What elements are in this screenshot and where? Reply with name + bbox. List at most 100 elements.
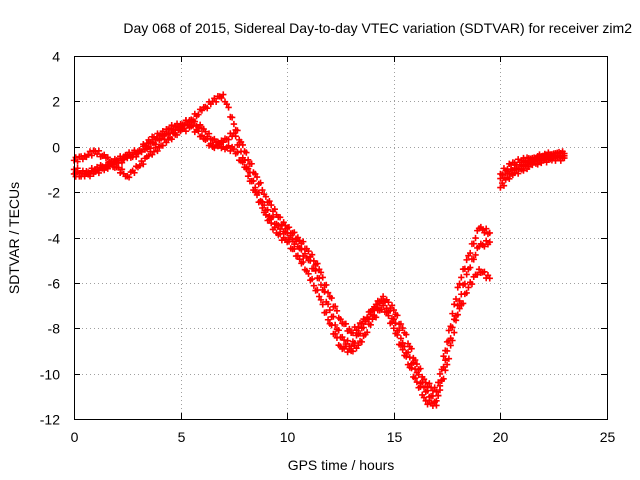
- data-point-interp: [237, 148, 245, 155]
- data-point-interp: [442, 367, 449, 374]
- data-point-interp: [232, 133, 239, 140]
- data-point-interp: [159, 128, 167, 135]
- data-point-interp: [289, 236, 296, 243]
- data-point-interp: [310, 282, 318, 289]
- data-point-interp: [278, 222, 286, 229]
- data-point-interp: [321, 288, 328, 295]
- data-point-interp: [404, 349, 412, 356]
- data-point-interp: [109, 163, 117, 171]
- data-point-interp: [182, 128, 190, 135]
- data-point-interp: [243, 149, 250, 156]
- data-point-interp: [253, 173, 261, 181]
- data-point-interp: [415, 371, 422, 378]
- data-point-interp: [280, 219, 287, 226]
- data-point-interp: [500, 174, 508, 182]
- data-point-interp: [182, 117, 190, 124]
- data-point-interp: [328, 294, 335, 302]
- data-point-interp: [395, 326, 403, 334]
- data-point-interp: [413, 378, 421, 386]
- data-point-interp: [388, 302, 396, 309]
- data-point-interp: [447, 342, 454, 349]
- y-tick-label: -12: [40, 412, 60, 428]
- data-point-interp: [442, 356, 449, 364]
- data-point-interp: [331, 330, 339, 338]
- data-point-interp: [154, 147, 161, 155]
- data-point-interp: [259, 186, 266, 194]
- x-tick-label: 15: [387, 429, 403, 445]
- data-point-interp: [253, 191, 261, 199]
- data-point-interp: [466, 264, 474, 271]
- data-point-interp: [330, 313, 337, 320]
- data-point-interp: [466, 249, 474, 257]
- data-point: [315, 293, 323, 300]
- data-point: [379, 302, 387, 309]
- data-point-interp: [259, 204, 266, 212]
- data-point-interp: [307, 257, 314, 264]
- data-point-interp: [216, 140, 223, 148]
- data-point-interp: [447, 335, 454, 342]
- data-point-interp: [257, 179, 264, 186]
- data-point-interp: [417, 383, 424, 390]
- data-point: [337, 315, 344, 323]
- data-point: [305, 270, 312, 277]
- data-point-interp: [424, 401, 431, 408]
- data-point-interp: [168, 121, 175, 129]
- data-point-interp: [481, 268, 488, 275]
- data-point-interp: [218, 94, 225, 102]
- data-point-interp: [344, 337, 351, 344]
- data-point: [294, 252, 302, 259]
- data-point-interp: [394, 312, 401, 319]
- data-point: [475, 266, 483, 273]
- data-point-interp: [191, 118, 199, 125]
- data-point-interp: [440, 353, 447, 360]
- data-point-interp: [95, 147, 103, 155]
- data-point-interp: [234, 149, 241, 156]
- data-point-interp: [227, 147, 234, 155]
- data-point: [411, 374, 419, 382]
- x-axis-label: GPS time / hours: [288, 457, 395, 473]
- data-point-interp: [525, 159, 533, 166]
- data-point-interp: [481, 243, 488, 250]
- data-point-interp: [268, 219, 275, 227]
- data-point-interp: [452, 295, 460, 303]
- data-series-layer: [70, 91, 568, 410]
- data-point-interp: [500, 182, 508, 189]
- data-point-interp: [131, 169, 138, 176]
- data-point-interp: [248, 160, 255, 167]
- data-point-interp: [298, 246, 305, 253]
- data-point-interp: [292, 238, 300, 245]
- data-point-interp: [420, 394, 428, 401]
- data-point-interp: [101, 151, 108, 159]
- x-tick-label: 5: [178, 429, 186, 445]
- data-point: [262, 211, 270, 219]
- data-point: [230, 145, 238, 153]
- y-tick-label: 4: [52, 49, 60, 65]
- data-point-interp: [372, 314, 380, 321]
- data-point-interp: [131, 149, 138, 156]
- data-point-interp: [287, 232, 294, 239]
- data-point-interp: [410, 359, 417, 366]
- x-tick-label: 20: [493, 429, 509, 445]
- data-point-interp: [159, 142, 167, 149]
- data-point-interp: [356, 330, 364, 337]
- data-point-interp: [175, 124, 183, 131]
- data-point-interp: [436, 370, 444, 378]
- data-point-interp: [236, 141, 243, 148]
- data-point: [305, 247, 312, 255]
- data-point-interp: [211, 135, 218, 143]
- data-point-interp: [104, 154, 111, 161]
- data-point-interp: [394, 331, 401, 339]
- data-point-interp: [79, 155, 87, 163]
- data-point: [561, 150, 568, 157]
- data-point-interp: [308, 275, 316, 283]
- data-point-interp: [451, 316, 458, 323]
- data-point-interp: [403, 331, 410, 338]
- data-point-interp: [317, 281, 325, 289]
- data-point-interp: [435, 392, 442, 399]
- grid-lines: [74, 56, 607, 419]
- data-point-interp: [196, 121, 204, 129]
- data-point-interp: [88, 167, 95, 174]
- data-point-interp: [312, 267, 319, 274]
- data-point-interp: [74, 168, 81, 176]
